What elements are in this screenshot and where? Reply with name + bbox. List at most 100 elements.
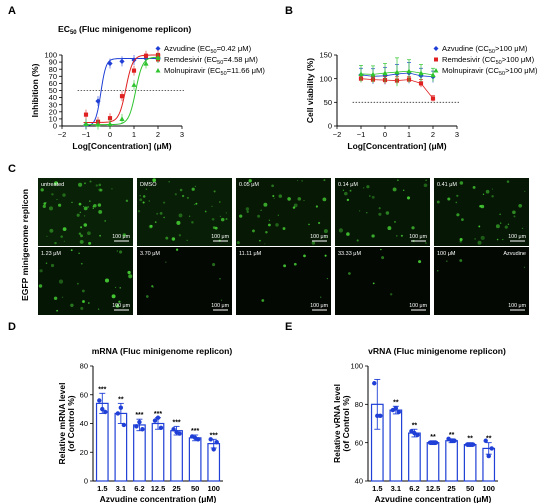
micrograph-4: 0.14 μM 100 μm bbox=[335, 178, 430, 246]
scale-bar-label: 100 μm bbox=[112, 234, 130, 240]
bar bbox=[408, 432, 421, 482]
fluorescent-cell bbox=[292, 206, 296, 209]
fluorescent-cell bbox=[378, 212, 382, 216]
fluorescent-cell bbox=[480, 235, 485, 240]
y-tick-label: 60 bbox=[49, 79, 57, 88]
fluorescence-haze bbox=[38, 178, 133, 246]
fluorescent-cell bbox=[418, 260, 422, 264]
x-tick-label: 50 bbox=[191, 484, 199, 493]
micrograph-label: 1.23 μM bbox=[41, 251, 61, 257]
bar bbox=[463, 443, 477, 482]
fluorescent-cell bbox=[518, 203, 523, 208]
data-point bbox=[382, 70, 388, 76]
fluorescent-cell bbox=[260, 209, 262, 211]
fluorescent-cell bbox=[145, 188, 148, 190]
fluorescent-cell bbox=[485, 189, 490, 194]
replicate-point bbox=[152, 418, 158, 423]
legend-marker bbox=[434, 57, 438, 62]
significance-marker: *** bbox=[98, 386, 106, 393]
fluorescent-cell bbox=[79, 211, 81, 214]
data-point bbox=[394, 69, 400, 75]
fluorescent-cell bbox=[171, 237, 176, 241]
y-tick-label: 80 bbox=[80, 362, 88, 371]
significance-marker: *** bbox=[154, 411, 162, 418]
fluorescent-cell bbox=[54, 241, 57, 245]
fluorescent-cell bbox=[320, 296, 322, 298]
chart-e-vrna: vRNA (Fluc minigenome replicon) 40 60 80 100… bbox=[332, 346, 506, 503]
micrograph-10: 100 μM Azvudine 100 μm bbox=[434, 247, 529, 315]
fluorescent-cell bbox=[128, 274, 133, 279]
fluorescent-cell bbox=[521, 227, 524, 230]
fluorescent-cell bbox=[271, 184, 274, 188]
legend-marker bbox=[155, 68, 161, 73]
fluorescent-cell bbox=[513, 215, 516, 218]
fluorescent-cell bbox=[168, 181, 170, 183]
micrograph-background bbox=[335, 247, 430, 315]
panel-label-a: A bbox=[8, 5, 16, 17]
fluorescent-cell bbox=[45, 262, 48, 264]
fluorescent-cell bbox=[394, 221, 396, 223]
fluorescent-cell bbox=[78, 252, 80, 254]
x-tick-label: 3.1 bbox=[391, 484, 401, 493]
y-axis-label: Relative vRNA level bbox=[332, 384, 342, 463]
fluorescent-cell bbox=[368, 195, 371, 197]
significance-marker: *** bbox=[172, 419, 180, 426]
fluorescent-cell bbox=[491, 188, 493, 190]
micrograph-label: 100 μM bbox=[437, 251, 456, 257]
fluorescent-cell bbox=[125, 199, 129, 202]
micrograph-label-drug: Azvudine bbox=[503, 251, 526, 257]
replicate-point bbox=[134, 424, 139, 429]
fluorescent-cell bbox=[278, 194, 283, 198]
fluorescent-cell bbox=[387, 226, 392, 231]
fluorescent-cell bbox=[380, 248, 382, 251]
fluorescent-cell bbox=[98, 188, 102, 192]
data-point bbox=[406, 68, 412, 74]
significance-marker: ** bbox=[412, 422, 418, 429]
fluorescent-cell bbox=[491, 195, 494, 198]
fluorescent-cell bbox=[293, 262, 297, 266]
fluorescent-cell bbox=[118, 300, 121, 303]
fluorescent-cell bbox=[186, 196, 189, 199]
fluorescent-cell bbox=[324, 254, 327, 257]
fluorescent-cell bbox=[63, 240, 65, 242]
fluorescent-cell bbox=[58, 203, 62, 207]
legend-marker bbox=[155, 46, 161, 51]
x-tick-label: 1 bbox=[407, 130, 411, 139]
fluorescent-cell bbox=[163, 216, 165, 219]
fluorescent-cell bbox=[218, 201, 221, 203]
fluorescent-cell bbox=[311, 241, 316, 245]
fluorescent-cell bbox=[151, 285, 154, 288]
fluorescent-cell bbox=[119, 287, 121, 289]
panel-label-e: E bbox=[285, 321, 292, 333]
y-tick-label: 0 bbox=[84, 477, 88, 486]
fluorescent-cell bbox=[77, 282, 79, 285]
fluorescent-cell bbox=[400, 234, 403, 237]
micrograph-background bbox=[335, 178, 430, 246]
fluorescent-cell bbox=[436, 200, 440, 204]
y-axis-label: Inhibition (%) bbox=[30, 63, 40, 117]
fluorescent-cell bbox=[348, 272, 351, 275]
fluorescence-haze bbox=[236, 178, 331, 246]
data-point bbox=[418, 70, 424, 76]
x-tick-label: 50 bbox=[466, 484, 474, 493]
fluorescent-cell bbox=[261, 299, 265, 302]
significance-marker: ** bbox=[467, 436, 473, 443]
data-point bbox=[131, 82, 137, 87]
significance-marker: ** bbox=[118, 396, 124, 403]
fluorescent-cell bbox=[186, 239, 188, 242]
x-tick-label: 100 bbox=[207, 484, 220, 493]
fluorescent-cell bbox=[62, 227, 67, 231]
replicate-point bbox=[121, 422, 127, 428]
fluorescent-cell bbox=[342, 189, 345, 191]
fluorescence-haze bbox=[137, 178, 232, 246]
micrograph-2: DMSO 100 μm bbox=[137, 178, 232, 246]
x-tick-label: −1 bbox=[82, 130, 91, 139]
fluorescent-cell bbox=[474, 238, 476, 240]
fluorescent-cell bbox=[459, 240, 462, 243]
replicate-point bbox=[115, 411, 121, 416]
scale-bar-label: 100 μm bbox=[112, 303, 130, 309]
fluorescent-cell bbox=[390, 293, 393, 296]
fluorescent-cell bbox=[78, 232, 82, 235]
x-tick-label: −2 bbox=[58, 130, 67, 139]
fluorescent-cell bbox=[459, 181, 464, 185]
